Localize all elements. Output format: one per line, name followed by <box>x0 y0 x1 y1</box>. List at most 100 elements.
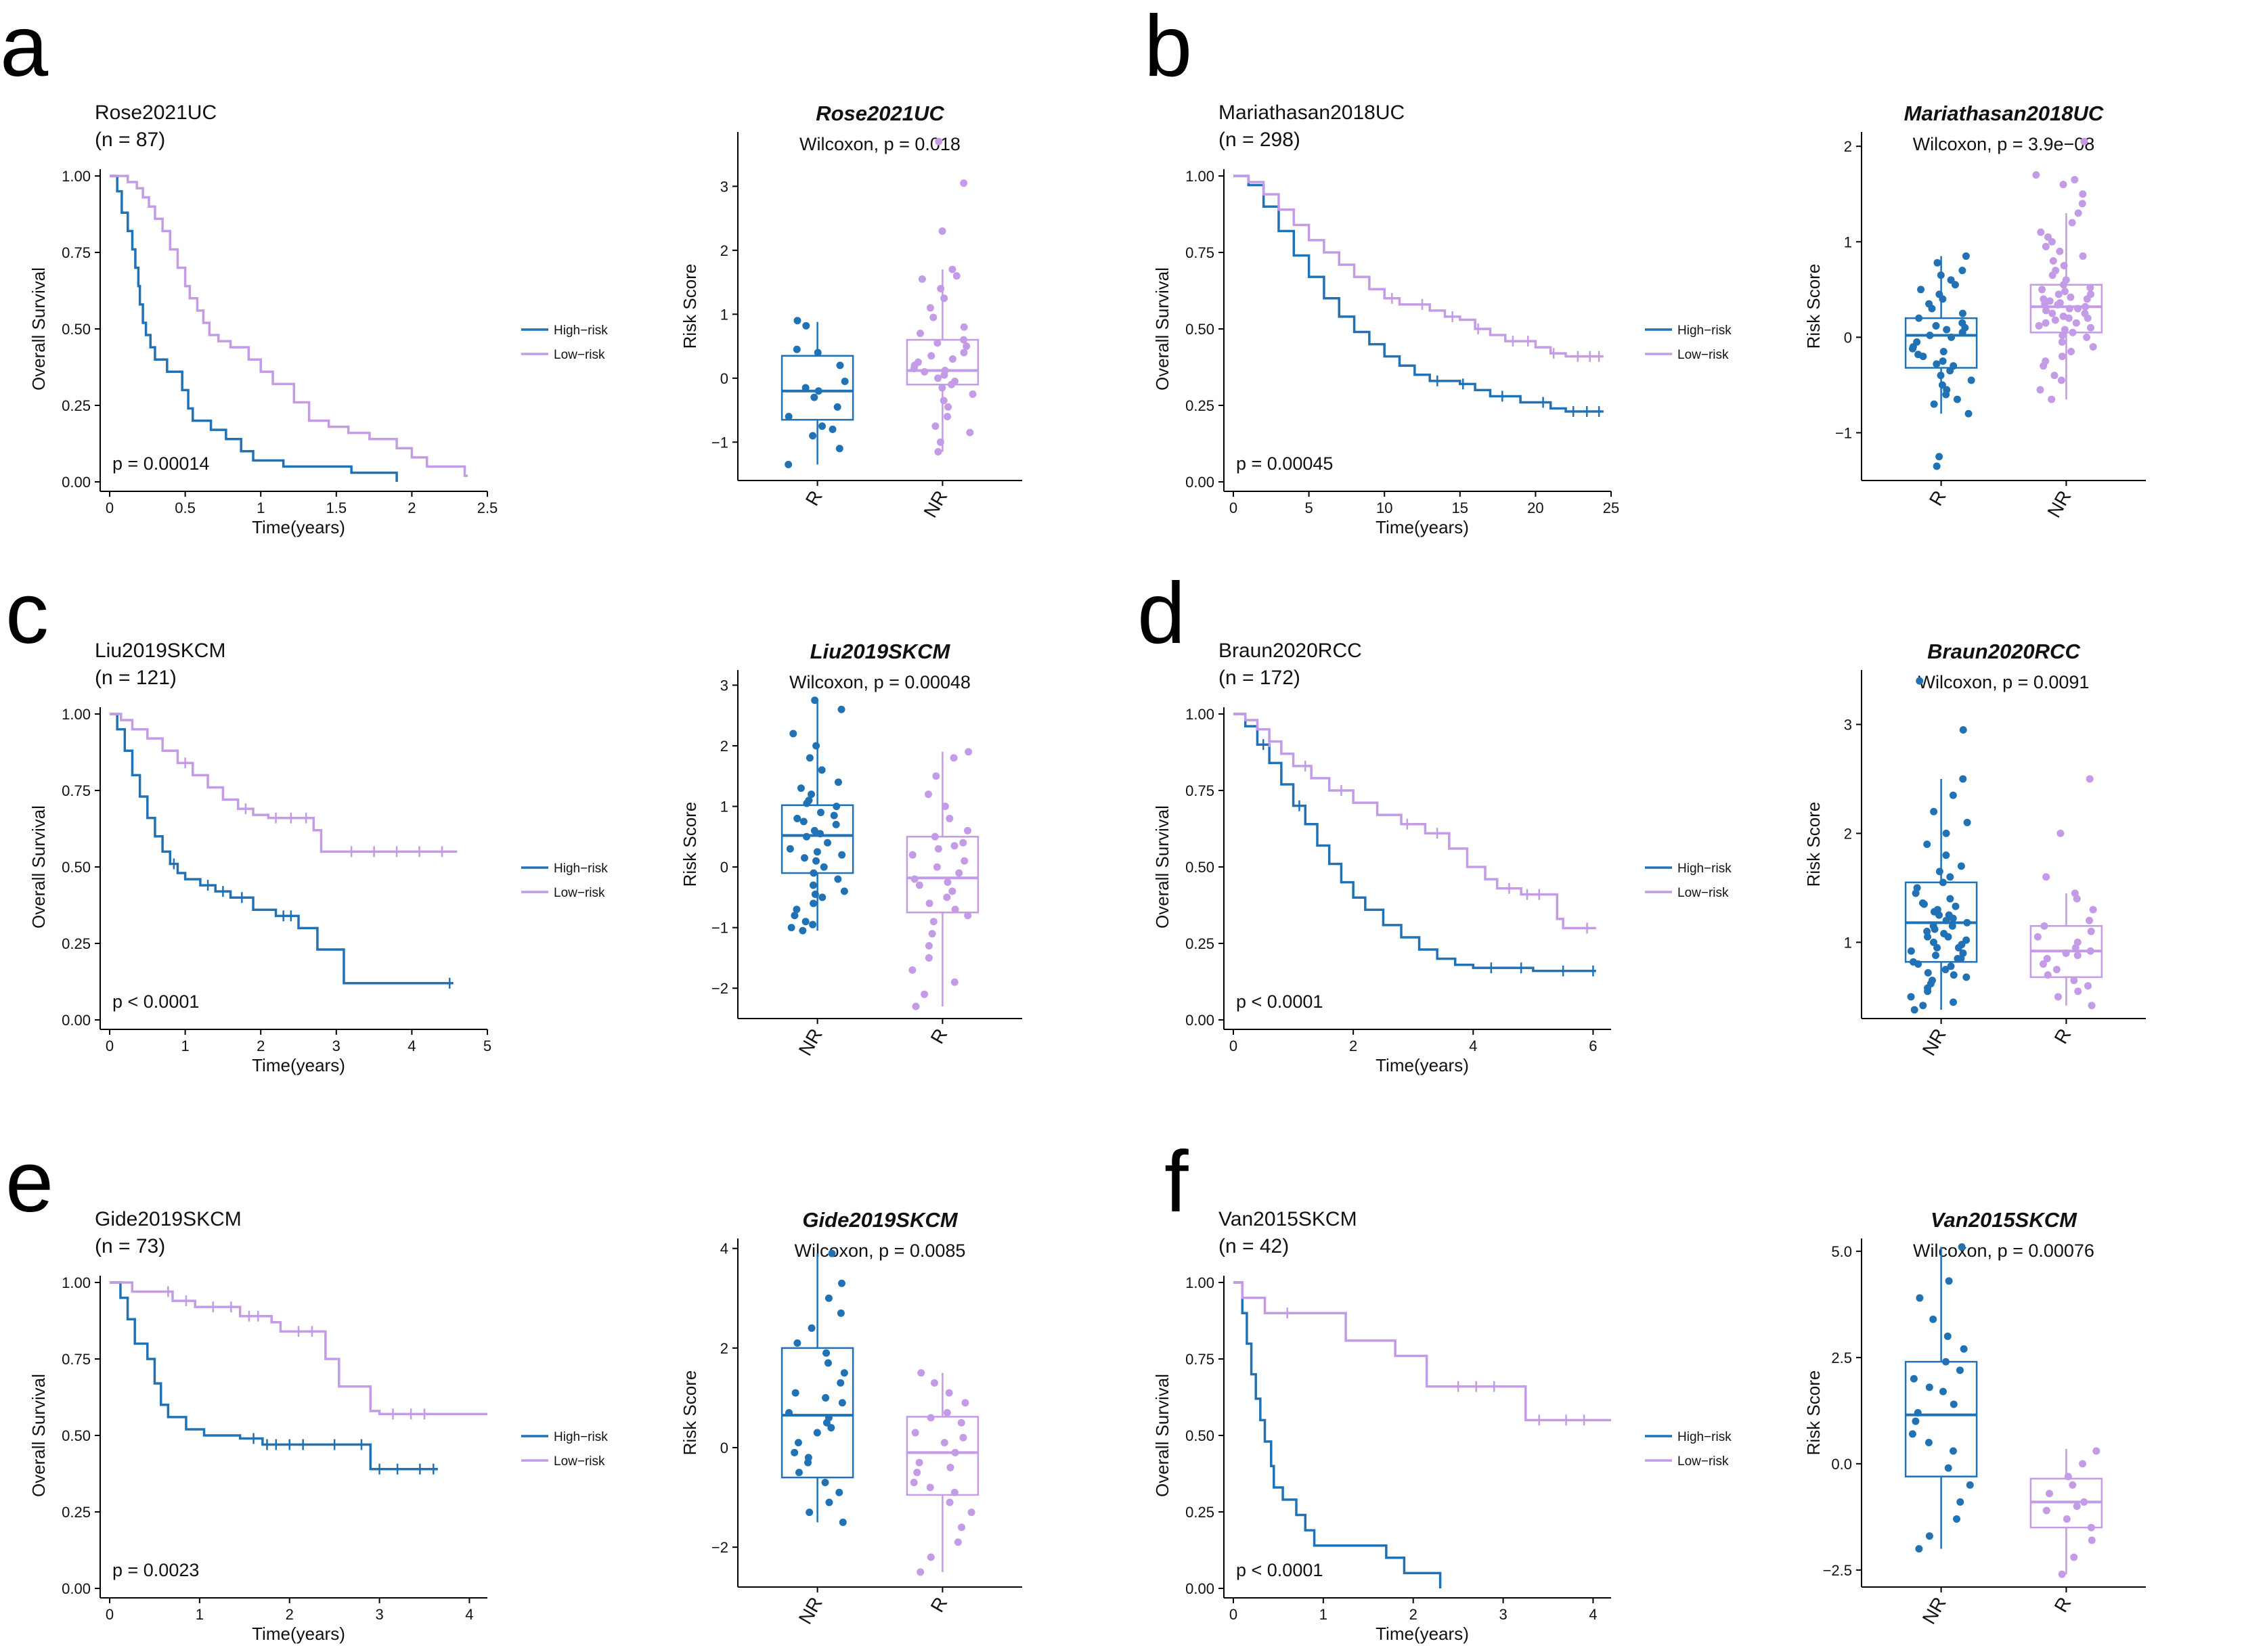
box-group-NR <box>1904 677 1978 1014</box>
data-point <box>963 342 971 351</box>
data-point <box>2045 1490 2053 1498</box>
y-axis-label: Risk Score <box>680 264 700 349</box>
x-category-label: R <box>927 1025 952 1048</box>
data-point <box>917 1369 925 1377</box>
box-group-R <box>2029 775 2103 1010</box>
data-point <box>809 432 817 440</box>
data-point <box>1958 267 1966 275</box>
y-tick-label: 0.75 <box>1185 1351 1214 1368</box>
data-point <box>793 906 801 914</box>
data-point <box>2036 386 2044 394</box>
x-tick-label: 6 <box>1589 1037 1597 1054</box>
y-tick-label: 0.25 <box>1185 935 1214 952</box>
data-point <box>1943 326 1951 334</box>
data-point <box>2064 1473 2072 1481</box>
data-point <box>789 730 797 738</box>
legend-label-low-risk: Low−risk <box>1677 348 1729 362</box>
box-group-NR <box>780 696 854 935</box>
x-tick-label: 15 <box>1452 499 1468 516</box>
data-point <box>1962 252 1970 260</box>
y-tick-label: 0.75 <box>62 1351 91 1368</box>
data-point <box>1925 1532 1933 1540</box>
data-point <box>1925 1383 1933 1391</box>
data-point <box>933 339 942 347</box>
data-point <box>2061 326 2069 334</box>
x-tick-label: 20 <box>1527 499 1543 516</box>
data-point <box>1933 462 1941 470</box>
x-tick-label: 1 <box>181 1037 189 1054</box>
box-title: Gide2019SKCM <box>802 1208 958 1232</box>
data-point <box>931 422 940 430</box>
km-legend: High−risk Low−risk <box>1645 862 1732 900</box>
data-point <box>910 875 919 883</box>
data-point <box>2040 295 2048 303</box>
data-point <box>785 1409 793 1416</box>
data-point <box>2088 1002 2096 1010</box>
data-point <box>793 317 801 325</box>
data-point <box>941 366 949 374</box>
data-point <box>960 323 968 331</box>
data-point <box>1933 360 1941 368</box>
data-point <box>926 1483 934 1492</box>
data-point <box>925 954 933 962</box>
data-point <box>1924 1438 1933 1446</box>
y-axis-label: Risk Score <box>680 1370 700 1456</box>
x-tick-label: 0 <box>1229 1606 1237 1623</box>
legend-label-low-risk: Low−risk <box>554 886 605 900</box>
data-point <box>793 1339 801 1347</box>
data-point <box>2056 829 2065 837</box>
data-point <box>2078 200 2086 208</box>
data-point <box>913 1469 921 1477</box>
data-point <box>2073 938 2082 946</box>
data-point <box>2087 927 2095 935</box>
x-axis-label: Time(years) <box>1376 517 1469 537</box>
data-point <box>1951 281 1959 289</box>
data-point <box>801 918 810 926</box>
data-point <box>910 1479 918 1486</box>
y-tick-label: 1 <box>1844 233 1852 250</box>
data-point <box>1940 929 1948 937</box>
data-point <box>1963 818 1971 826</box>
data-point <box>933 863 941 871</box>
x-category-label: NR <box>920 487 952 522</box>
x-tick-label: 1.5 <box>326 499 347 516</box>
data-point <box>837 1279 845 1287</box>
x-tick-label: 2 <box>1349 1037 1357 1054</box>
data-point <box>839 1518 847 1526</box>
box-group-R <box>1904 252 1978 470</box>
data-point <box>2068 219 2076 227</box>
km-n-label: (n = 172) <box>1218 667 1300 689</box>
data-point <box>1957 862 1965 870</box>
data-point <box>2070 977 2078 985</box>
km-curve-high-risk <box>110 713 454 985</box>
data-point <box>1938 381 1946 389</box>
data-point <box>957 1419 965 1427</box>
data-point <box>912 1002 920 1010</box>
data-point <box>2042 307 2050 315</box>
km-legend: High−risk Low−risk <box>521 323 608 362</box>
data-point <box>2052 267 2060 275</box>
data-point <box>950 754 958 762</box>
legend-label-high-risk: High−risk <box>554 862 608 876</box>
data-point <box>960 336 968 344</box>
box-title: Rose2021UC <box>816 102 944 125</box>
data-point <box>2074 987 2082 996</box>
data-point <box>832 820 840 828</box>
data-point <box>918 275 926 283</box>
data-point <box>908 966 917 974</box>
data-point <box>1948 333 1956 341</box>
data-point <box>812 742 820 750</box>
data-point <box>1919 1002 1927 1010</box>
data-point <box>2060 262 2068 270</box>
x-tick-label: 0 <box>106 1606 114 1623</box>
data-point <box>1953 1515 1961 1523</box>
data-point <box>2071 176 2079 184</box>
data-point <box>1944 1464 1952 1472</box>
data-point <box>1907 993 1915 1001</box>
data-point <box>840 887 848 895</box>
data-point <box>1937 372 1945 380</box>
y-tick-label: 0.00 <box>62 474 91 491</box>
y-tick-label: 2 <box>1844 825 1852 842</box>
box-title: Braun2020RCC <box>1927 640 2080 663</box>
